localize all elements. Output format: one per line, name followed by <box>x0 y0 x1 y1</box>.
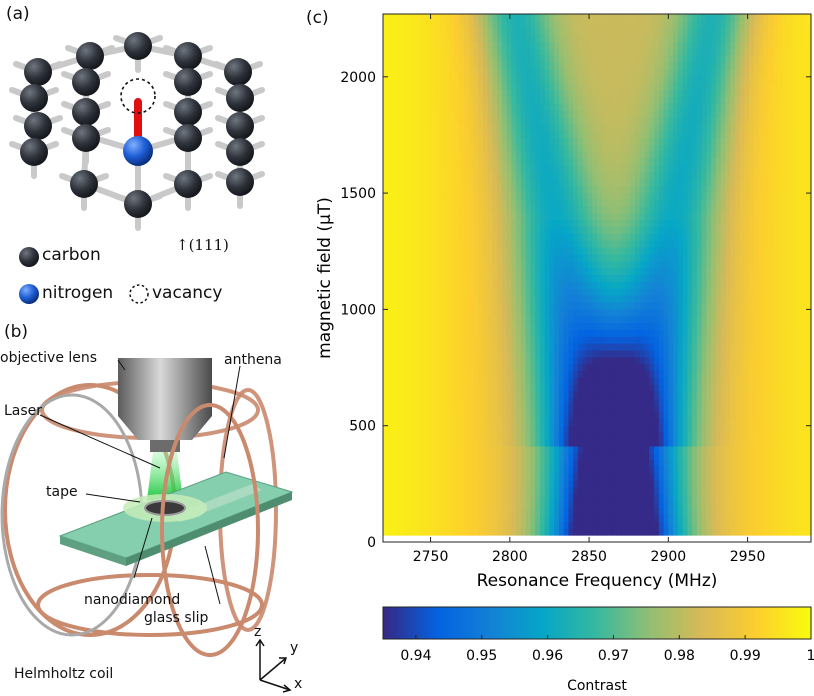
helmholtz-coil-label: Helmholtz coil <box>14 666 114 682</box>
colorbar-label: Contrast <box>567 678 627 694</box>
colorbar-frame <box>382 606 812 640</box>
setup-illustration <box>0 358 294 693</box>
carbon-atom <box>124 190 152 218</box>
nitrogen-atom <box>123 136 153 166</box>
carbon-atom <box>174 170 202 198</box>
y-tick-label: 0 <box>367 535 376 551</box>
carbon-atom <box>224 58 252 86</box>
x-tick-label: 2800 <box>492 549 528 565</box>
panel-c-label: (c) <box>306 8 329 28</box>
carbon-atom <box>226 138 254 166</box>
colorbar-tick-label: 0.99 <box>730 648 761 664</box>
vacancy-legend-icon <box>129 284 149 304</box>
carbon-legend-icon <box>19 247 39 267</box>
axis-x-label: x <box>294 676 303 692</box>
y-tick-label: 1000 <box>340 302 376 318</box>
carbon-atom <box>174 42 202 70</box>
colorbar-tick-label: 0.98 <box>664 648 695 664</box>
crystal-direction-label: ↑(111) <box>176 236 229 254</box>
x-axis-label: Resonance Frequency (MHz) <box>477 571 718 591</box>
vacancy-site <box>120 78 156 114</box>
x-tick-label: 2850 <box>571 549 607 565</box>
nitrogen-legend-label: nitrogen <box>42 283 114 303</box>
carbon-atom <box>226 168 254 196</box>
odmr-heatmap-chart: 2750 2800 2850 2900 2950 0 500 1000 1500 2000 Re… <box>315 13 814 694</box>
y-tick-label: 2000 <box>340 70 376 86</box>
objective-lens <box>118 358 212 452</box>
carbon-atom <box>24 112 52 140</box>
colorbar-tick-label: 0.97 <box>598 648 629 664</box>
carbon-atom <box>174 98 202 126</box>
carbon-atom <box>226 84 254 112</box>
colorbar-tick-label: 0.95 <box>466 648 497 664</box>
panel-a-label: (a) <box>6 4 30 24</box>
x-tick-label: 2750 <box>413 549 449 565</box>
laser-label: Laser <box>4 403 43 419</box>
plot-frame <box>382 13 812 543</box>
tape-label: tape <box>46 484 78 500</box>
x-tick-label: 2950 <box>730 549 766 565</box>
colorbar-tick-label: 0.96 <box>532 648 563 664</box>
carbon-legend-label: carbon <box>42 245 101 265</box>
axis-y-label: y <box>290 640 299 656</box>
carbon-atom <box>124 32 152 60</box>
y-axis-label: magnetic field (μT) <box>315 197 335 359</box>
panel-b-label: (b) <box>4 322 29 342</box>
carbon-atom <box>174 68 202 96</box>
nanodiamond-label: nanodiamond <box>84 592 181 608</box>
carbon-atom <box>72 98 100 126</box>
carbon-atom <box>20 84 48 112</box>
carbon-atom <box>24 58 52 86</box>
carbon-atom <box>76 42 104 70</box>
carbon-atom <box>72 124 100 152</box>
nitrogen-legend-icon <box>19 284 39 304</box>
x-tick-label: 2900 <box>651 549 687 565</box>
y-tick-label: 500 <box>349 419 376 435</box>
colorbar-tick-label: 1 <box>807 648 814 664</box>
diamond-lattice-figure <box>9 32 265 231</box>
axis-triad <box>255 638 292 693</box>
carbon-atom <box>174 124 202 152</box>
colorbar-tick-label: 0.94 <box>400 648 431 664</box>
y-tick-label: 1500 <box>340 186 376 202</box>
carbon-atom <box>20 138 48 166</box>
anthena-label: anthena <box>224 352 282 368</box>
glass-slip-label: glass slip <box>144 610 209 626</box>
vacancy-legend-label: vacancy <box>152 283 223 303</box>
axis-z-label: z <box>254 624 262 640</box>
carbon-atom <box>226 112 254 140</box>
carbon-atom <box>70 170 98 198</box>
objective-lens-label: objective lens <box>0 350 98 366</box>
carbon-atom <box>72 68 100 96</box>
